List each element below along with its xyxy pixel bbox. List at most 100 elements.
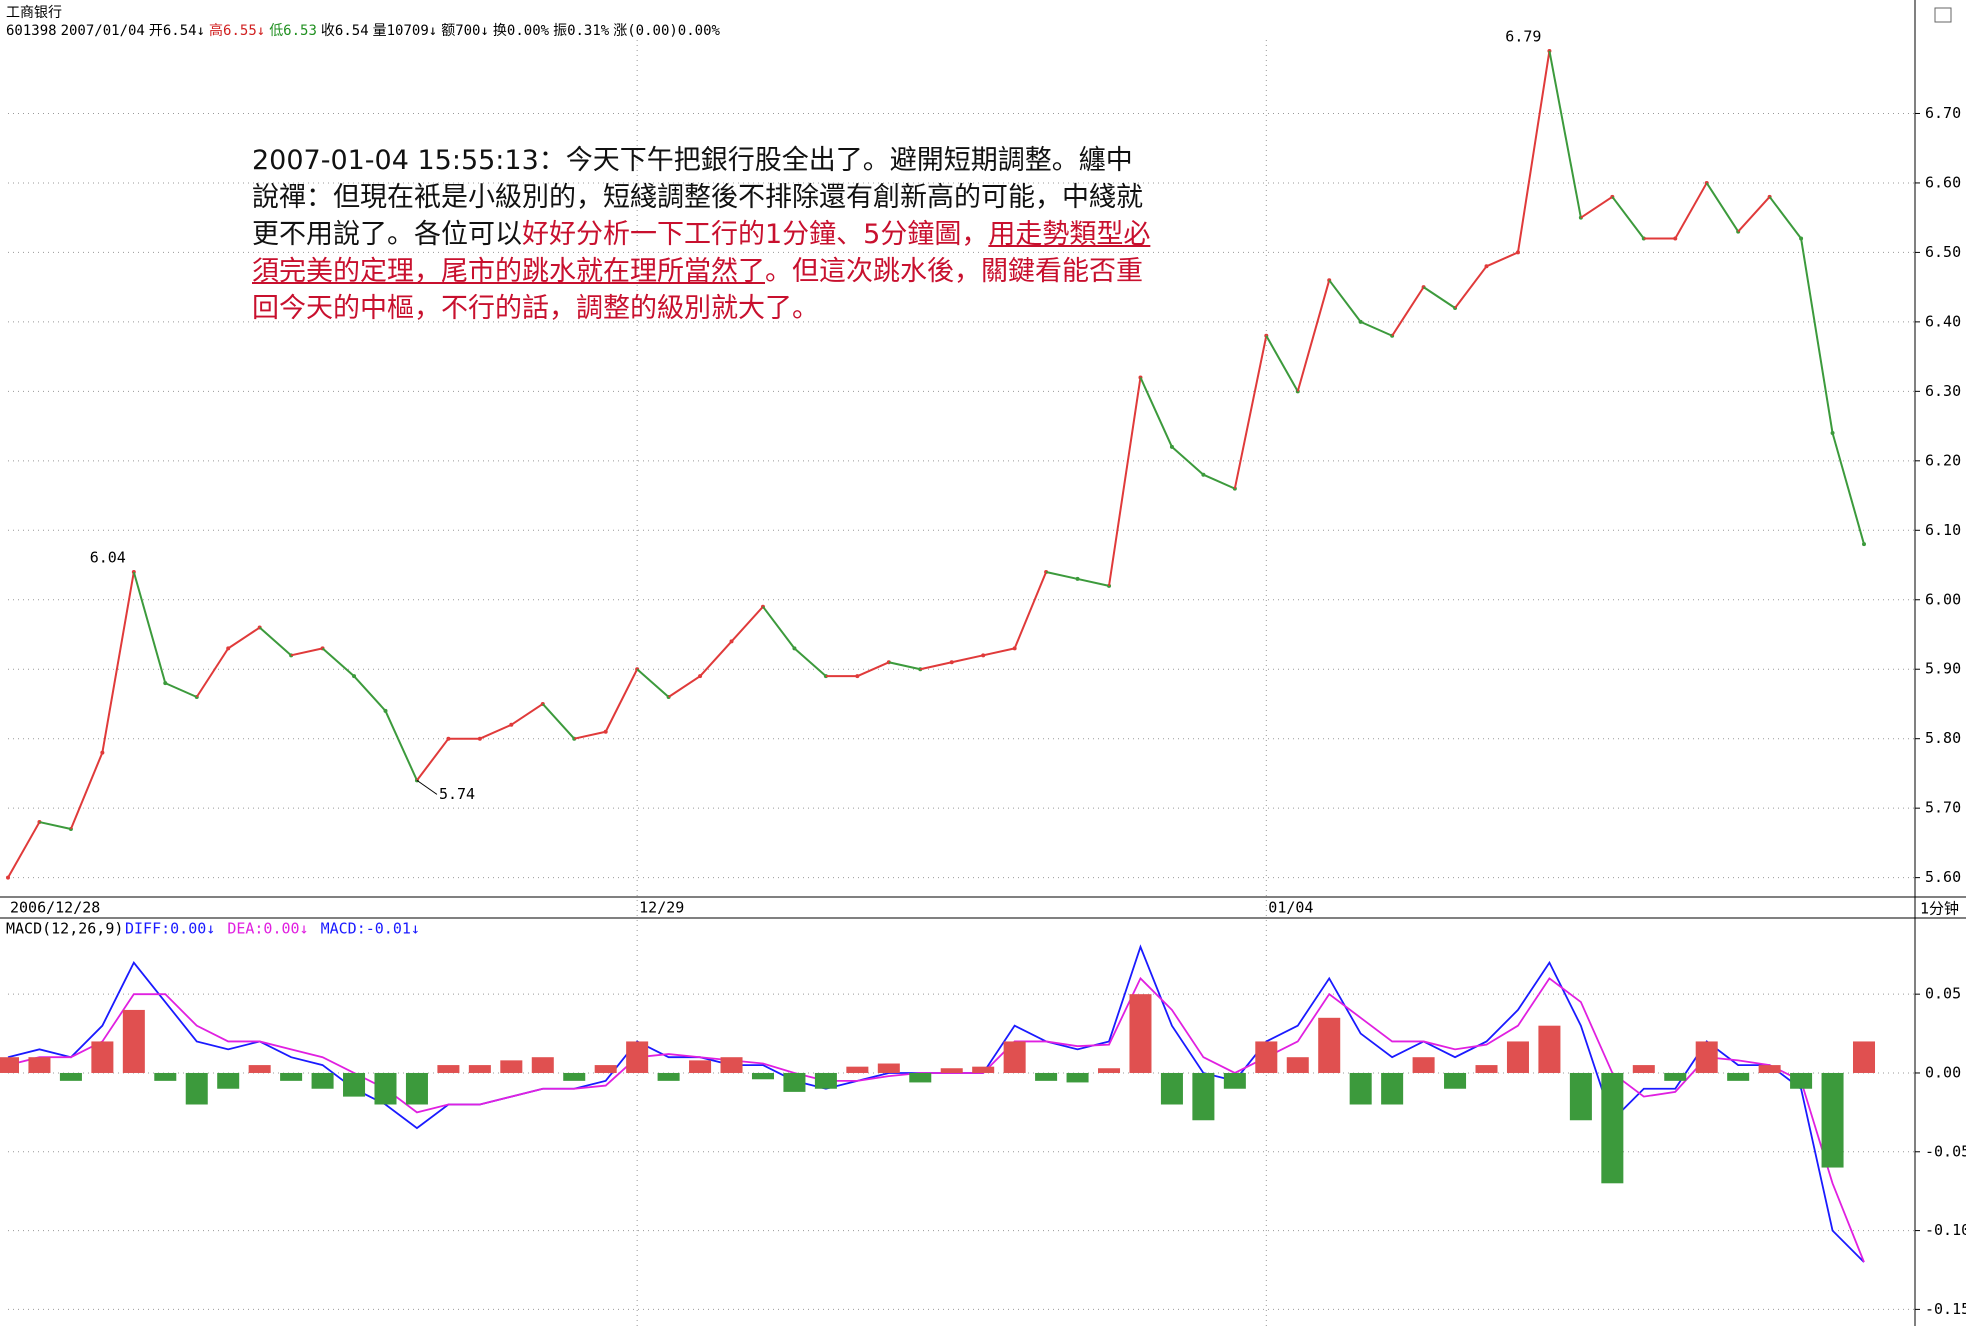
- macd-bar: [1632, 1065, 1655, 1073]
- price-point: [1862, 542, 1866, 547]
- macd-bar: [657, 1072, 680, 1081]
- price-segment: [1139, 377, 1173, 448]
- quote-item: 低6.53: [269, 23, 317, 39]
- extreme-label: 6.04: [90, 548, 126, 566]
- price-segment: [699, 640, 733, 677]
- macd-bar: [877, 1063, 900, 1073]
- price-segment: [793, 647, 827, 677]
- macd-bar: [531, 1057, 554, 1073]
- macd-bar: [1506, 1041, 1529, 1073]
- macd-bar: [1286, 1057, 1309, 1073]
- macd-bar: [1569, 1072, 1592, 1121]
- macd-bar: [437, 1065, 460, 1073]
- price-segment: [856, 661, 890, 678]
- macd-bar: [28, 1057, 51, 1073]
- macd-bar: [1664, 1072, 1687, 1081]
- macd-bar: [720, 1057, 743, 1073]
- price-segment: [1516, 50, 1551, 253]
- legend-entry: MACD:-0.01↓: [321, 920, 420, 938]
- macd-bar: [1758, 1065, 1781, 1073]
- macd-bar: [909, 1072, 932, 1083]
- macd-bar: [1098, 1068, 1121, 1073]
- price-segment: [416, 738, 450, 781]
- price-segment: [920, 661, 952, 671]
- macd-bar: [1601, 1072, 1624, 1184]
- price-segment: [1737, 196, 1771, 233]
- x-tick-label: 2006/12/28: [10, 899, 100, 917]
- macd-bar: [500, 1060, 523, 1073]
- price-segment: [479, 723, 512, 740]
- y-tick-label: 6.00: [1925, 590, 1961, 608]
- macd-bar: [1475, 1065, 1498, 1073]
- y-tick-label: -0.05: [1925, 1142, 1966, 1160]
- price-segment: [1768, 196, 1802, 240]
- price-segment: [101, 571, 135, 753]
- macd-bar: [1821, 1072, 1844, 1168]
- macd-bar: [1538, 1025, 1561, 1073]
- y-tick-label: 5.90: [1925, 660, 1961, 678]
- price-segment: [636, 668, 670, 698]
- price-segment: [132, 571, 167, 684]
- macd-bar: [374, 1072, 397, 1105]
- legend-entry: DEA:0.00↓: [227, 920, 308, 938]
- price-segment: [542, 703, 575, 740]
- macd-bar: [626, 1041, 649, 1073]
- price-segment: [982, 647, 1015, 657]
- price-segment: [353, 675, 387, 712]
- extreme-label: 5.74: [439, 785, 475, 803]
- macd-bar: [405, 1072, 428, 1105]
- quote-item: 换0.00%: [492, 23, 550, 39]
- macd-bar: [1444, 1072, 1467, 1089]
- price-segment: [1454, 265, 1488, 309]
- macd-bar: [1003, 1041, 1026, 1073]
- macd-bar: [1412, 1057, 1435, 1073]
- macd-bar: [940, 1068, 963, 1073]
- price-segment: [1800, 238, 1834, 434]
- x-tick-label: 12/29: [639, 899, 684, 917]
- price-segment: [510, 703, 544, 726]
- y-tick-label: 5.70: [1925, 799, 1961, 817]
- macd-bar: [563, 1072, 586, 1081]
- price-segment: [1580, 195, 1613, 219]
- y-tick-label: 5.60: [1925, 868, 1961, 886]
- price-segment: [384, 710, 418, 781]
- price-segment: [1831, 432, 1865, 545]
- macd-bar: [1223, 1072, 1246, 1089]
- price-segment: [1360, 320, 1393, 337]
- period-label: 1分钟: [1920, 900, 1959, 918]
- note-text: 2007-01-04 15:55:13：今天下午把銀行股全出了。避開短期調整。纏…: [252, 145, 1143, 250]
- quote-item: 收6.54: [320, 23, 369, 39]
- price-segment: [195, 647, 230, 698]
- macd-bar: [0, 1057, 20, 1073]
- note-text-red-underlined: 用走勢類型必須完美的定理，尾市的跳水就在理所當然了: [252, 219, 1151, 287]
- note-text-red: 。但這次跳水後，關鍵看能否重回今天的中樞，不行的話，調整的級別就大了。: [252, 256, 1143, 324]
- macd-line: [7, 976, 1865, 1263]
- header: 工商银行 601398 2007/01/04 开6.54↓ 高6.55↓ 低6.53 收6…: [6, 4, 724, 40]
- x-tick-label: 01/04: [1268, 899, 1313, 917]
- price-segment: [1108, 377, 1142, 587]
- macd-bar: [846, 1066, 869, 1073]
- macd-bar: [1066, 1072, 1089, 1083]
- quote-item: 涨(0.00)0.00%: [613, 23, 720, 39]
- price-segment: [730, 606, 764, 643]
- price-segment: [1674, 182, 1708, 240]
- y-tick-label: 6.30: [1925, 382, 1961, 400]
- price-segment: [69, 752, 104, 830]
- price-segment: [1486, 251, 1519, 268]
- macd-bar: [1695, 1041, 1718, 1073]
- price-segment: [1045, 570, 1078, 580]
- macd-bar: [91, 1041, 114, 1073]
- y-tick-label: -0.10: [1925, 1221, 1966, 1239]
- macd-bar: [1129, 994, 1152, 1073]
- stock-name: 工商银行: [6, 5, 62, 21]
- quote-item: 高6.55↓: [209, 23, 266, 39]
- macd-bar: [468, 1065, 491, 1073]
- macd-bar: [311, 1072, 334, 1089]
- price-segment: [888, 661, 921, 671]
- y-tick-label: -0.15: [1925, 1300, 1966, 1318]
- quote-item: 601398: [6, 23, 57, 39]
- price-segment: [1171, 446, 1205, 476]
- y-tick-label: 6.20: [1925, 451, 1961, 469]
- quote-item: 开6.54↓: [148, 23, 206, 39]
